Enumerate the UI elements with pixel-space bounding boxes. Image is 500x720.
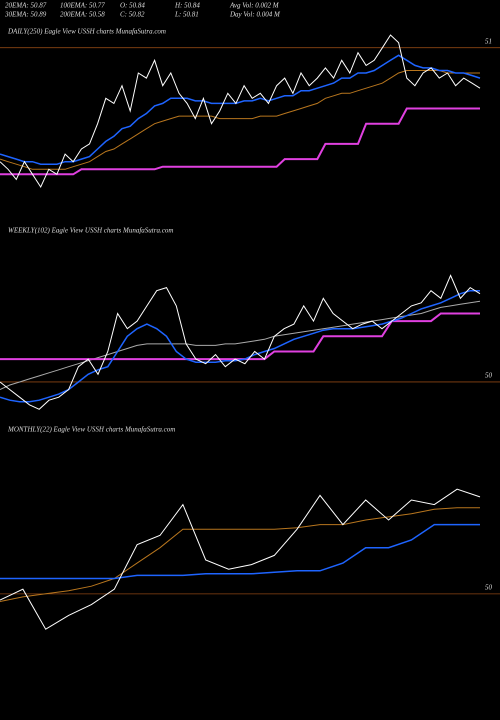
stat-label: Day Vol: 0.004 M (229, 11, 281, 19)
price-line (0, 107, 480, 176)
price-line (0, 34, 481, 189)
panel-title: DAILY(250) Eagle View USSH charts Munafa… (7, 28, 166, 36)
stat-label: 30EMA: 50.89 (4, 11, 47, 19)
price-line (0, 507, 480, 602)
price-line (0, 70, 480, 170)
price-line (0, 274, 481, 410)
stat-label: 100EMA: 50.77 (60, 2, 105, 10)
stat-label: O: 50.84 (120, 2, 145, 10)
price-line (0, 523, 480, 580)
stat-label: 20EMA: 50.87 (5, 2, 47, 10)
price-line (0, 289, 480, 403)
y-tick-label: 50 (485, 372, 493, 380)
y-tick-label: 51 (485, 37, 492, 45)
stat-label: 200EMA: 50.58 (60, 11, 105, 19)
price-line (0, 488, 481, 630)
stat-label: L: 50.81 (174, 11, 199, 19)
price-line (0, 300, 481, 391)
stat-label: Avg Vol: 0.002 M (229, 2, 280, 10)
panel-title: WEEKLY(102) Eagle View USSH charts Munaf… (8, 227, 173, 235)
panel-title: MONTHLY(22) Eagle View USSH charts Munaf… (7, 426, 175, 434)
stat-label: C: 50.82 (120, 11, 145, 19)
y-tick-label: 50 (485, 583, 493, 591)
price-line (0, 54, 481, 165)
stat-label: H: 50.84 (174, 2, 200, 10)
price-line (0, 312, 480, 361)
